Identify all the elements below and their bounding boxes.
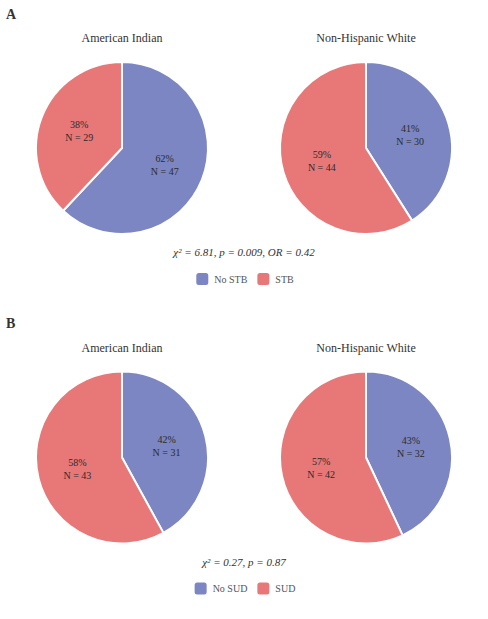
- svg-text:American Indian: American Indian: [82, 31, 163, 45]
- svg-text:N = 42: N = 42: [307, 469, 335, 480]
- svg-text:χ² = 6.81, p = 0.009, OR = 0.4: χ² = 6.81, p = 0.009, OR = 0.42: [172, 246, 315, 258]
- svg-text:Non-Hispanic White: Non-Hispanic White: [316, 31, 415, 45]
- svg-text:38%: 38%: [70, 119, 88, 130]
- svg-text:STB: STB: [275, 274, 294, 285]
- svg-text:A: A: [6, 7, 17, 22]
- svg-text:42%: 42%: [157, 434, 175, 445]
- svg-text:SUD: SUD: [275, 583, 295, 594]
- svg-text:Non-Hispanic White: Non-Hispanic White: [316, 341, 415, 355]
- svg-text:N = 29: N = 29: [65, 132, 93, 143]
- svg-text:No SUD: No SUD: [213, 583, 248, 594]
- svg-text:χ² = 0.27, p = 0.87: χ² = 0.27, p = 0.87: [201, 556, 286, 568]
- svg-text:43%: 43%: [402, 435, 420, 446]
- svg-text:41%: 41%: [401, 123, 419, 134]
- svg-text:No STB: No STB: [214, 274, 247, 285]
- svg-text:N = 31: N = 31: [153, 447, 181, 458]
- svg-text:62%: 62%: [156, 153, 174, 164]
- svg-text:N = 47: N = 47: [151, 166, 179, 177]
- svg-text:B: B: [6, 316, 15, 331]
- svg-text:59%: 59%: [313, 149, 331, 160]
- svg-text:N = 44: N = 44: [308, 162, 336, 173]
- svg-text:N = 30: N = 30: [396, 136, 424, 147]
- svg-text:58%: 58%: [68, 457, 86, 468]
- svg-text:57%: 57%: [312, 456, 330, 467]
- svg-text:N = 32: N = 32: [397, 448, 425, 459]
- svg-text:American Indian: American Indian: [82, 341, 163, 355]
- svg-text:N = 43: N = 43: [64, 470, 92, 481]
